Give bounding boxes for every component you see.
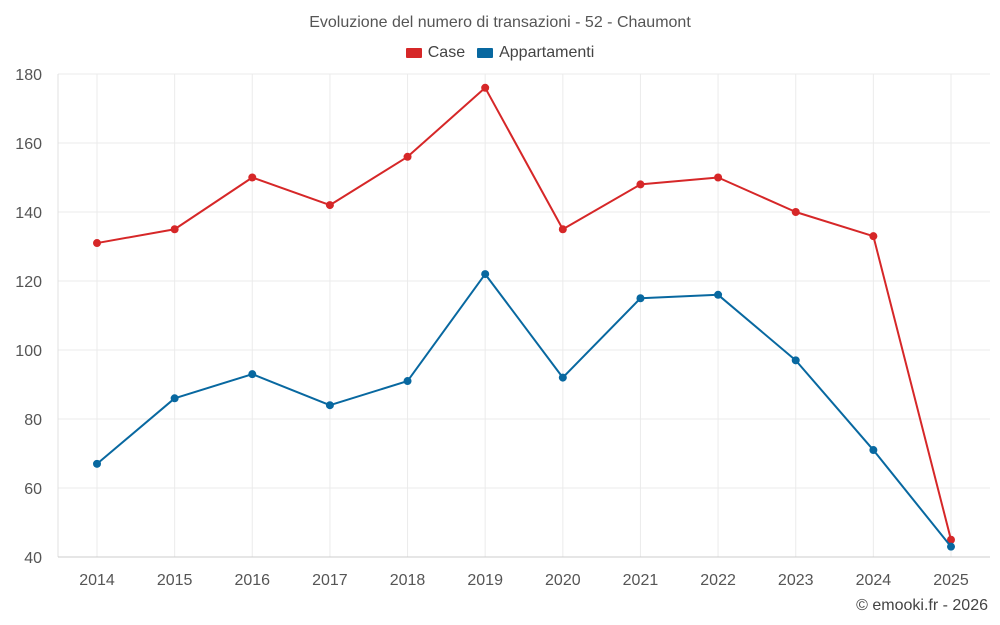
data-point-case-2015 [170, 225, 179, 234]
y-tick-label-100: 100 [15, 343, 42, 360]
data-point-appartamenti-2016 [248, 370, 257, 379]
data-point-appartamenti-2020 [558, 373, 567, 382]
y-tick-label-180: 180 [15, 67, 42, 84]
x-tick-label-2019: 2019 [467, 572, 503, 589]
y-tick-label-60: 60 [24, 481, 42, 498]
credit-text: © emooki.fr - 2026 [856, 597, 988, 614]
data-point-appartamenti-2017 [325, 401, 334, 410]
data-point-case-2023 [791, 208, 800, 216]
x-tick-label-2020: 2020 [545, 572, 581, 589]
data-point-case-2020 [558, 225, 567, 234]
y-tick-label-160: 160 [15, 136, 42, 153]
series-line-case [96, 86, 952, 540]
data-point-appartamenti-2024 [869, 446, 878, 455]
data-point-case-2014 [93, 239, 101, 248]
data-point-appartamenti-2019 [481, 270, 490, 279]
y-tick-label-140: 140 [15, 205, 42, 222]
legend-swatch-appartamenti [477, 48, 494, 58]
data-point-appartamenti-2014 [93, 459, 101, 468]
legend-item-appartamenti[interactable]: Appartamenti [477, 44, 594, 62]
x-tick-label-2025: 2025 [933, 572, 969, 589]
legend: Case Appartamenti [0, 44, 1000, 62]
x-tick-label-2016: 2016 [234, 572, 270, 589]
legend-swatch-case [405, 48, 422, 58]
data-point-case-2022 [714, 173, 723, 182]
data-point-case-2024 [869, 232, 878, 241]
x-tick-label-2014: 2014 [79, 572, 115, 589]
series-line-appartamenti [96, 273, 952, 548]
legend-item-case[interactable]: Case [405, 44, 466, 62]
data-point-case-2025 [947, 535, 955, 544]
data-point-case-2017 [325, 201, 334, 210]
y-tick-label-120: 120 [15, 274, 42, 291]
x-tick-label-2015: 2015 [157, 572, 193, 589]
data-point-case-2016 [248, 173, 257, 182]
data-point-appartamenti-2025 [947, 542, 955, 551]
data-point-case-2021 [636, 180, 645, 189]
y-tick-label-80: 80 [24, 412, 42, 429]
x-tick-label-2018: 2018 [390, 572, 426, 589]
x-tick-label-2021: 2021 [623, 572, 659, 589]
x-tick-label-2024: 2024 [856, 572, 892, 589]
data-point-appartamenti-2021 [636, 294, 645, 303]
data-point-case-2019 [481, 83, 490, 92]
data-point-case-2018 [403, 152, 412, 161]
data-point-appartamenti-2023 [791, 356, 800, 365]
legend-label-case: Case [427, 44, 466, 61]
legend-label-appartamenti: Appartamenti [499, 44, 595, 61]
chart-title: Evoluzione del numero di transazioni - 5… [309, 14, 691, 31]
data-point-appartamenti-2015 [170, 394, 179, 403]
y-tick-label-40: 40 [24, 550, 42, 567]
data-point-appartamenti-2018 [403, 377, 412, 386]
x-tick-label-2017: 2017 [312, 572, 348, 589]
x-tick-label-2023: 2023 [778, 572, 814, 589]
x-tick-label-2022: 2022 [700, 572, 736, 589]
data-point-appartamenti-2022 [714, 290, 723, 299]
